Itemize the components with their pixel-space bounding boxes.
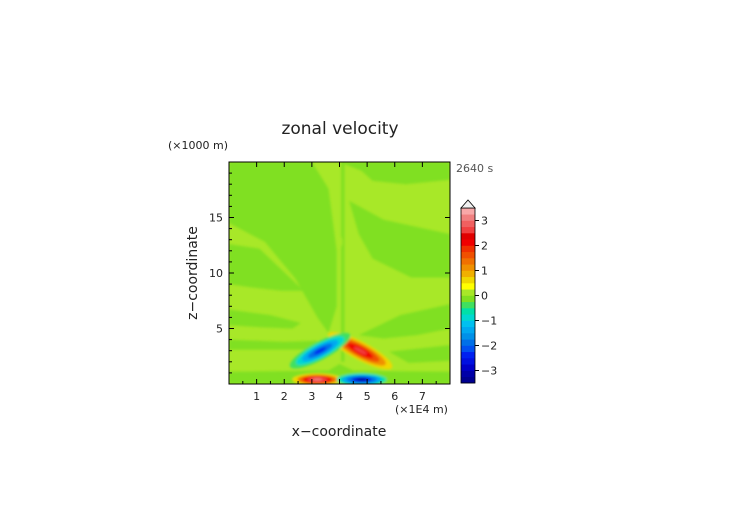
surface-negative-core [336, 373, 387, 384]
x-axis-label: x−coordinate [292, 424, 387, 440]
y-axis-ticks: 5 10 15 [209, 172, 450, 374]
colorbar-swatch [461, 364, 475, 371]
colorbar-swatch [461, 301, 475, 309]
colorbar-tick-label: −1 [481, 315, 497, 328]
colorbar-swatch [461, 308, 475, 315]
x-tick-label: 2 [281, 390, 288, 403]
colorbar-swatch [461, 264, 475, 271]
x-tick-label: 4 [336, 390, 343, 403]
colorbar-tick-label: −2 [481, 340, 497, 353]
negative-band [358, 304, 450, 339]
negative-band [339, 162, 450, 185]
colorbar-tick-label: 1 [481, 265, 488, 278]
negative-band [229, 309, 301, 329]
surface-positive-core [292, 373, 343, 384]
colorbar-tick-label: 0 [481, 290, 488, 303]
colorbar-swatch [461, 276, 475, 284]
colorbar-swatch [461, 333, 475, 340]
y-axis-unit: (×1000 m) [168, 139, 228, 152]
colorbar-swatch [461, 226, 475, 234]
colorbar-swatch [461, 339, 475, 346]
colorbar-swatch [461, 351, 475, 359]
colorbar: 3 2 1 0 −1 −2 −3 [460, 199, 497, 384]
colorbar-swatch [461, 239, 475, 246]
colorbar-swatch [461, 326, 475, 334]
colorbar-tick-label: 2 [481, 240, 488, 253]
colorbar-tick-label: 3 [481, 215, 488, 228]
colorbar-swatch [461, 289, 475, 296]
colorbar-swatch [461, 258, 475, 265]
chart-title: zonal velocity [281, 119, 398, 139]
x-axis-unit: (×1E4 m) [395, 403, 448, 416]
y-tick-label: 10 [209, 267, 223, 280]
colorbar-swatch [461, 214, 475, 221]
time-label: 2640 s [456, 162, 493, 175]
x-axis-ticks: 1 2 3 4 5 6 7 [242, 162, 437, 403]
positive-island [336, 235, 343, 248]
x-tick-label: 5 [364, 390, 371, 403]
negative-band [229, 244, 304, 291]
colorbar-swatch [461, 270, 475, 278]
colorbar-swatch [461, 208, 475, 215]
contour-fill [229, 162, 450, 384]
x-tick-label: 3 [308, 390, 315, 403]
colorbar-swatch [461, 220, 475, 228]
colorbar-swatch [461, 358, 475, 365]
contour-plot-area [229, 162, 450, 384]
colorbar-swatch [461, 295, 475, 303]
negative-band [229, 339, 318, 350]
y-tick-label: 15 [209, 212, 223, 225]
colorbar-swatch [461, 376, 475, 384]
colorbar-swatch [461, 345, 475, 353]
colorbar-swatch [461, 283, 475, 290]
negative-band [341, 162, 345, 362]
negative-band [349, 200, 450, 278]
negative-band [389, 345, 450, 363]
x-tick-label: 1 [253, 390, 260, 403]
y-axis-label: z−coordinate [185, 226, 201, 320]
negative-band [229, 162, 337, 333]
colorbar-swatch [461, 370, 475, 378]
colorbar-swatch [461, 245, 475, 253]
x-tick-label: 6 [391, 390, 398, 403]
x-tick-label: 7 [419, 390, 426, 403]
colorbar-extend-arrow [460, 199, 476, 209]
y-tick-label: 5 [216, 323, 223, 336]
colorbar-swatch [461, 251, 475, 259]
colorbar-tick-label: −3 [481, 365, 497, 378]
colorbar-swatch [461, 320, 475, 328]
colorbar-swatch [461, 314, 475, 321]
colorbar-swatch [461, 233, 475, 240]
negative-jet [289, 332, 351, 369]
